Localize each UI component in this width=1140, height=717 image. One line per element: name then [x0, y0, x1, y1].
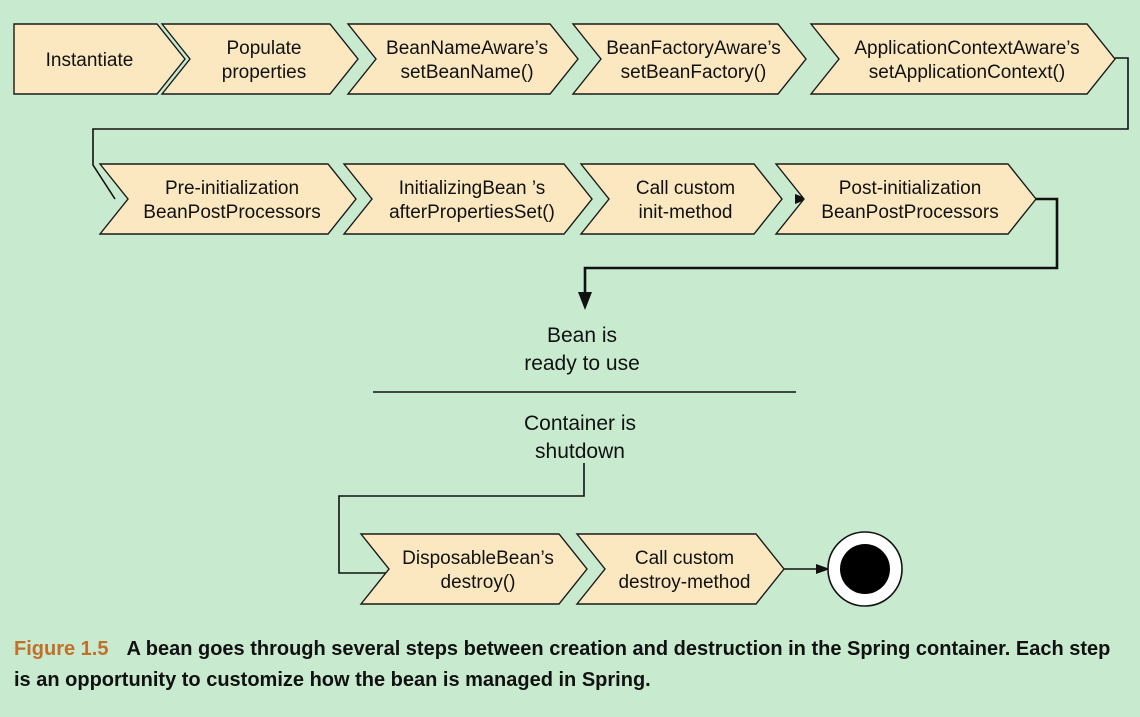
step-shapes: Instantiate Populate properties BeanNameAwa… [13, 23, 1116, 605]
step-shape [359, 533, 588, 605]
step-post-initialization: Post-initialization BeanPostProcessors [774, 163, 1037, 235]
step-label-line: Instantiate [46, 50, 134, 71]
bean-ready-text: Bean is ready to use [524, 324, 640, 375]
step-application-context-aware: ApplicationContextAware’s setApplicationC… [809, 23, 1116, 95]
step-populate-properties: Populate properties [160, 23, 359, 95]
step-shape [98, 163, 357, 235]
step-label-line: BeanPostProcessors [821, 202, 998, 223]
step-label-line: BeanFactoryAware’s [606, 38, 781, 59]
step-label-line: Populate [226, 38, 301, 59]
step-label-line: BeanNameAware’s [386, 38, 548, 59]
connector-shutdown-row3 [338, 463, 585, 574]
step-label-line: setApplicationContext() [869, 62, 1065, 83]
step-shape [571, 23, 807, 95]
step-shape [160, 23, 359, 95]
step-label-line: Post-initialization [839, 178, 982, 199]
step-shape [809, 23, 1116, 95]
step-label-line: destroy() [441, 572, 516, 593]
step-pre-initialization: Pre-initialization BeanPostProcessors [98, 163, 357, 235]
step-label-line: ApplicationContextAware’s [854, 38, 1079, 59]
figure-caption: Figure 1.5 A bean goes through several st… [14, 634, 1114, 696]
step-label-line: DisposableBean’s [402, 548, 554, 569]
container-shutdown-text: Container is shutdown [524, 412, 636, 463]
step-shape [774, 163, 1037, 235]
step-bean-factory-aware: BeanFactoryAware’s setBeanFactory() [571, 23, 807, 95]
step-label-line: destroy-method [618, 572, 750, 593]
shutdown-line-2: shutdown [535, 440, 625, 463]
step-disposable-bean: DisposableBean’s destroy() [359, 533, 588, 605]
shutdown-line-1: Container is [524, 412, 636, 435]
step-label-line: afterPropertiesSet() [389, 202, 555, 223]
step-bean-name-aware: BeanNameAware’s setBeanName() [346, 23, 579, 95]
step-label-line: properties [222, 62, 307, 83]
step-label-line: InitializingBean ’s [399, 178, 545, 199]
connector-lines [92, 57, 1129, 574]
step-shape [13, 23, 186, 95]
step-label-line: setBeanFactory() [621, 62, 767, 83]
step-label-line: Call custom [635, 548, 734, 569]
step-label-line: BeanPostProcessors [143, 202, 320, 223]
connector-row2-ready [583, 197, 1059, 296]
caption-text: A bean goes through several steps betwee… [14, 638, 1111, 691]
step-initializing-bean: InitializingBean ’s afterPropertiesSet() [342, 163, 593, 235]
step-shape [575, 533, 785, 605]
figure-label: Figure 1.5 [14, 638, 109, 660]
step-shape [579, 163, 783, 235]
step-label-line: Pre-initialization [165, 178, 299, 199]
arrowhead-ready [578, 292, 592, 310]
end-state-icon [827, 531, 903, 607]
arrowhead-end [816, 564, 830, 574]
step-label-line: init-method [639, 202, 733, 223]
step-destroy-method: Call custom destroy-method [575, 533, 785, 605]
step-label-line: setBeanName() [400, 62, 533, 83]
connector-row1-row2 [92, 57, 1129, 200]
ready-line-2: ready to use [524, 352, 640, 375]
step-init-method: Call custom init-method [579, 163, 783, 235]
arrowhead-post-init [795, 194, 808, 204]
step-shape [342, 163, 593, 235]
ready-line-1: Bean is [547, 324, 617, 347]
step-instantiate: Instantiate [13, 23, 186, 95]
step-label-line: Call custom [636, 178, 735, 199]
step-shape [346, 23, 579, 95]
